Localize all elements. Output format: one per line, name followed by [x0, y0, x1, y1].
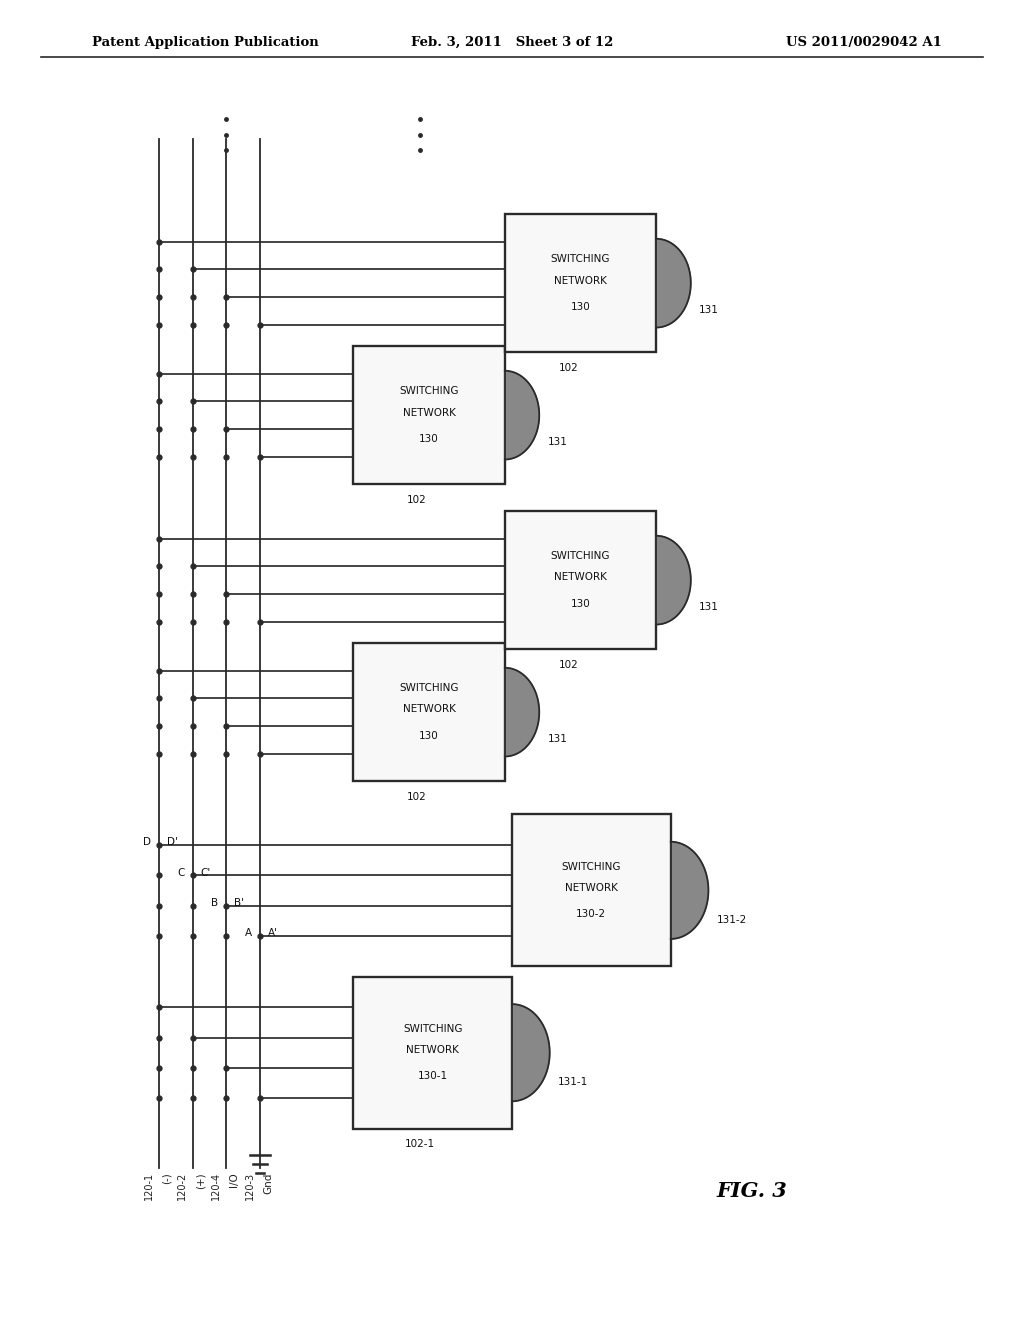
Text: B': B'	[234, 898, 245, 908]
Polygon shape	[512, 1005, 550, 1101]
Text: D: D	[142, 837, 151, 847]
Text: 120-4: 120-4	[211, 1172, 221, 1200]
Text: A: A	[245, 928, 252, 939]
Text: 131: 131	[699, 305, 719, 315]
Polygon shape	[505, 511, 656, 649]
Text: D': D'	[167, 837, 178, 847]
Text: 131: 131	[548, 437, 567, 447]
Text: C': C'	[201, 867, 211, 878]
Text: SWITCHING: SWITCHING	[402, 1024, 463, 1034]
Polygon shape	[505, 668, 540, 756]
Polygon shape	[512, 814, 671, 966]
Text: B: B	[211, 898, 218, 908]
Text: 131: 131	[699, 602, 719, 612]
Text: 120-3: 120-3	[245, 1172, 255, 1200]
Text: A': A'	[268, 928, 279, 939]
Text: (+): (+)	[196, 1172, 206, 1189]
Text: C: C	[177, 867, 184, 878]
Text: 130: 130	[419, 434, 439, 444]
Text: 102: 102	[408, 495, 427, 506]
Text: 102: 102	[559, 660, 579, 671]
Polygon shape	[353, 643, 505, 781]
Text: 130: 130	[570, 302, 591, 312]
Text: 120-1: 120-1	[143, 1172, 154, 1200]
Text: (-): (-)	[162, 1172, 172, 1184]
Text: 120-2: 120-2	[177, 1172, 187, 1200]
Text: SWITCHING: SWITCHING	[551, 552, 610, 561]
Text: 131: 131	[548, 734, 567, 744]
Text: Patent Application Publication: Patent Application Publication	[92, 36, 318, 49]
Text: SWITCHING: SWITCHING	[399, 684, 459, 693]
Text: 102-1: 102-1	[404, 1139, 435, 1150]
Polygon shape	[505, 371, 540, 459]
Text: 131-1: 131-1	[558, 1077, 588, 1086]
Text: Gnd: Gnd	[263, 1172, 273, 1193]
Polygon shape	[671, 842, 709, 939]
Text: NETWORK: NETWORK	[402, 408, 456, 417]
Polygon shape	[656, 239, 691, 327]
Text: SWITCHING: SWITCHING	[399, 387, 459, 396]
Text: NETWORK: NETWORK	[554, 276, 607, 285]
Text: 130-2: 130-2	[577, 909, 606, 919]
Polygon shape	[505, 214, 656, 352]
Text: US 2011/0029042 A1: US 2011/0029042 A1	[786, 36, 942, 49]
Polygon shape	[656, 536, 691, 624]
Text: 102: 102	[408, 792, 427, 803]
Text: NETWORK: NETWORK	[402, 705, 456, 714]
Text: Feb. 3, 2011   Sheet 3 of 12: Feb. 3, 2011 Sheet 3 of 12	[411, 36, 613, 49]
Text: 130-1: 130-1	[418, 1072, 447, 1081]
Text: SWITCHING: SWITCHING	[561, 862, 622, 871]
Text: 130: 130	[419, 731, 439, 741]
Polygon shape	[353, 977, 512, 1129]
Text: FIG. 3: FIG. 3	[717, 1180, 787, 1201]
Text: NETWORK: NETWORK	[554, 573, 607, 582]
Polygon shape	[353, 346, 505, 484]
Text: I/O: I/O	[229, 1172, 240, 1187]
Text: 102: 102	[559, 363, 579, 374]
Text: 131-2: 131-2	[717, 915, 746, 924]
Text: NETWORK: NETWORK	[407, 1045, 459, 1055]
Text: 130: 130	[570, 599, 591, 609]
Text: SWITCHING: SWITCHING	[551, 255, 610, 264]
Text: NETWORK: NETWORK	[565, 883, 617, 892]
